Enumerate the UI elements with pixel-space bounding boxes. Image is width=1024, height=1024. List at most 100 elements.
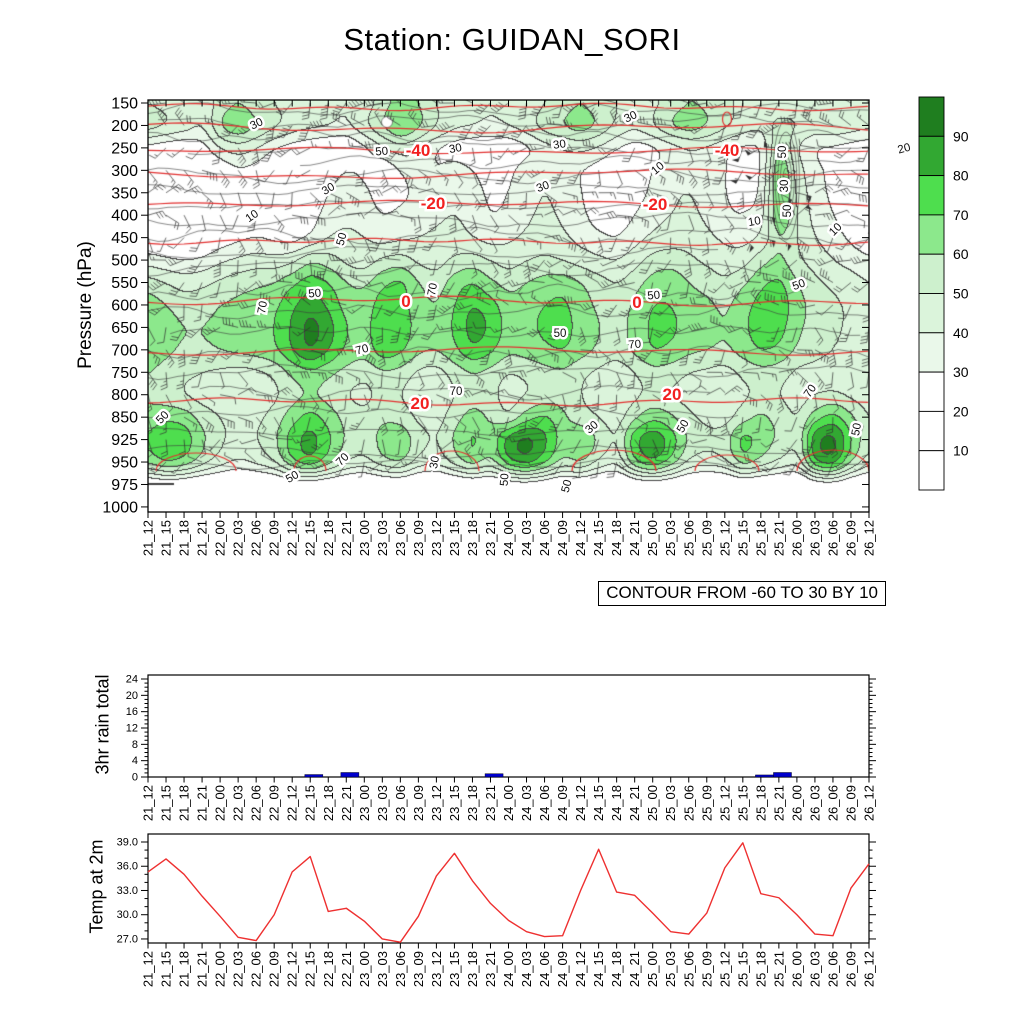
temp-time-tick-label: 26_06 [825, 951, 840, 987]
time-tick-label: 22_21 [339, 520, 354, 556]
temp-time-tick-label: 25_21 [771, 951, 786, 987]
temp-time-tick-label: 25_03 [663, 951, 678, 987]
pressure-tick-label: 450 [111, 230, 138, 247]
rain-tick-label: 20 [126, 690, 138, 702]
rain-tick-label: 16 [126, 706, 138, 718]
black-contour-label: 70 [256, 300, 270, 315]
pressure-tick-label: 750 [111, 365, 138, 382]
colorbar-tick-label: 90 [953, 128, 969, 144]
colorbar-box [918, 450, 945, 491]
rain-time-tick-label: 25_15 [735, 785, 750, 821]
temp-time-tick-label: 24_12 [573, 951, 588, 987]
temp-time-tick-label: 22_03 [231, 951, 246, 987]
time-tick-label: 21_12 [141, 520, 156, 556]
rain-time-tick-label: 23_03 [375, 785, 390, 821]
pressure-tick-label: 600 [111, 297, 138, 314]
rain-time-tick-label: 25_21 [771, 785, 786, 821]
temperature-line [147, 842, 870, 943]
time-tick-label: 25_00 [645, 520, 660, 556]
temp-tick-label: 39.0 [117, 837, 138, 849]
red-contour-label: 0 [632, 293, 641, 312]
rain-time-tick-label: 24_15 [591, 785, 606, 821]
temp-time-tick-label: 26_00 [789, 951, 804, 987]
temp-time-tick-label: 24_21 [627, 951, 642, 987]
black-contour-label: 50 [335, 231, 350, 246]
pressure-tick-label: 925 [111, 432, 138, 449]
temp-time-tick-label: 22_06 [249, 951, 264, 987]
temp-time-tick-label: 25_06 [681, 951, 696, 987]
rain-time-tick-label: 22_15 [303, 785, 318, 821]
pressure-tick-label: 1000 [102, 499, 138, 516]
black-contour-label: 30 [448, 142, 463, 156]
rain-time-tick-label: 21_12 [141, 785, 156, 821]
black-contour-label: 30 [552, 138, 566, 152]
time-tick-label: 21_15 [159, 520, 174, 556]
time-tick-label: 22_06 [249, 520, 264, 556]
rain-time-tick-label: 21_15 [159, 785, 174, 821]
pressure-tick-label: 350 [111, 185, 138, 202]
rain-time-tick-label: 22_06 [249, 785, 264, 821]
chart-title: Station: GUIDAN_SORI [343, 22, 681, 57]
contour-note: CONTOUR FROM -60 TO 30 BY 10 [598, 581, 886, 606]
temp-time-tick-label: 25_12 [717, 951, 732, 987]
humidity-wind-cross-section-canvas [148, 100, 869, 512]
rain-time-tick-label: 23_15 [447, 785, 462, 821]
time-tick-label: 26_12 [862, 520, 877, 556]
rain-time-tick-label: 23_12 [429, 785, 444, 821]
time-tick-label: 22_09 [267, 520, 282, 556]
colorbar-box [918, 175, 945, 216]
black-contour-label: 30 [583, 419, 601, 436]
black-contour-label: 50 [647, 289, 661, 302]
rain-time-tick-label: 23_00 [357, 785, 372, 821]
rain-time-tick-label: 24_18 [609, 785, 624, 821]
temp-time-tick-label: 21_21 [195, 951, 210, 987]
rain-bar [773, 772, 792, 778]
rain-time-tick-label: 24_12 [573, 785, 588, 821]
rain-time-tick-label: 26_00 [789, 785, 804, 821]
pressure-tick-label: 550 [111, 275, 138, 292]
temp-time-tick-label: 23_21 [483, 951, 498, 987]
time-tick-label: 22_12 [285, 520, 300, 556]
temp-time-tick-label: 22_09 [267, 951, 282, 987]
temp-time-tick-label: 24_15 [591, 951, 606, 987]
temp-time-tick-label: 23_15 [447, 951, 462, 987]
colorbar-tick-label: 20 [953, 403, 969, 419]
time-tick-label: 24_09 [555, 520, 570, 556]
temp-time-tick-label: 24_06 [537, 951, 552, 987]
rain-bar [304, 774, 324, 778]
red-contour-label: -20 [643, 195, 668, 214]
rain-time-tick-label: 26_03 [807, 785, 822, 821]
black-contour-label: 50 [791, 277, 807, 293]
red-contour-label: 20 [663, 385, 682, 404]
colorbar-tick-label: 70 [953, 207, 969, 223]
temp-tick-label: 36.0 [117, 861, 138, 873]
black-contour-label: 50 [284, 469, 301, 486]
time-tick-label: 24_06 [537, 520, 552, 556]
temp-time-tick-label: 23_03 [375, 951, 390, 987]
rain-time-tick-label: 22_00 [213, 785, 228, 821]
pressure-tick-label: 950 [111, 455, 138, 472]
temp-time-tick-label: 21_18 [177, 951, 192, 987]
time-tick-label: 26_06 [825, 520, 840, 556]
temp-time-tick-label: 24_03 [519, 951, 534, 987]
rain-time-tick-label: 24_06 [537, 785, 552, 821]
black-contour-label: 30 [779, 180, 791, 193]
temp-time-tick-label: 23_18 [465, 951, 480, 987]
temp-time-tick-label: 25_00 [645, 951, 660, 987]
pressure-tick-label: 650 [111, 320, 138, 337]
colorbar-box [918, 253, 945, 294]
black-contour-label: 70 [354, 343, 369, 358]
pressure-tick-label: 800 [111, 387, 138, 404]
colorbar-tick-label: 80 [953, 168, 969, 184]
time-tick-label: 25_21 [771, 520, 786, 556]
black-contour-label: 70 [426, 282, 440, 297]
pressure-tick-label: 200 [111, 118, 138, 135]
rain-tick-label: 8 [132, 739, 138, 751]
rain-tick-label: 0 [132, 772, 138, 784]
black-contour-label: 10 [747, 215, 762, 229]
black-contour-label: 50 [675, 418, 692, 435]
red-contour-label: 20 [411, 394, 430, 413]
temp-time-tick-label: 22_15 [303, 951, 318, 987]
temp-time-tick-label: 25_15 [735, 951, 750, 987]
